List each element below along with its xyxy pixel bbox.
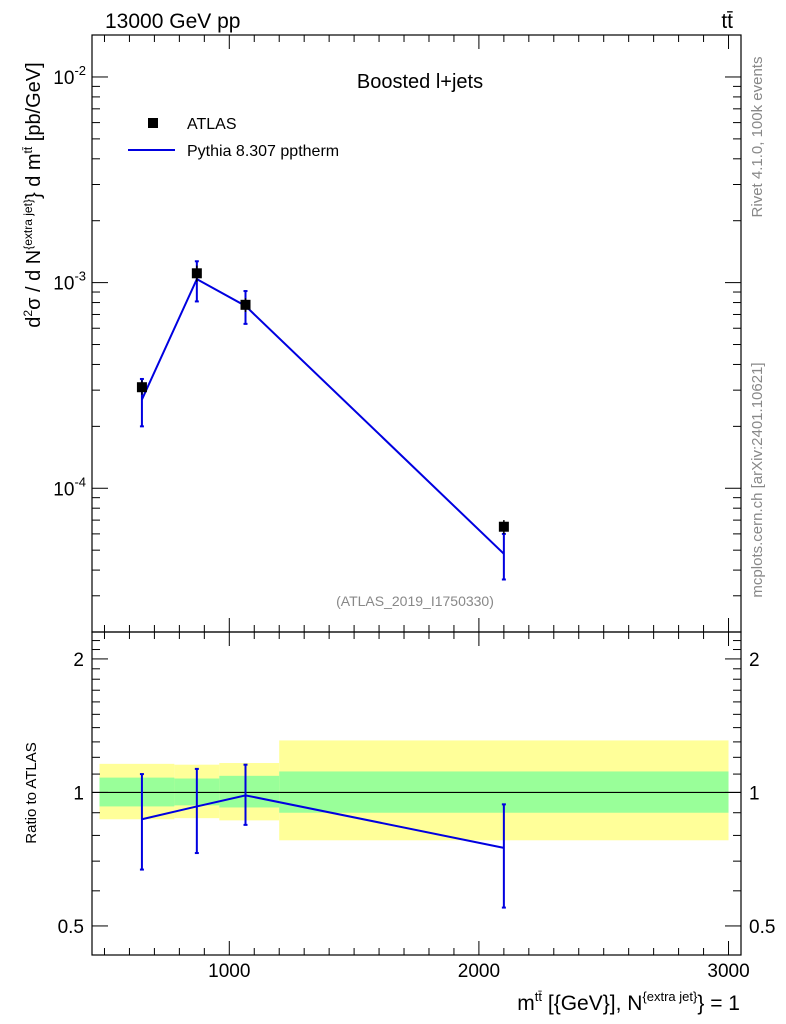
x-tick-label: 1000 bbox=[208, 961, 250, 982]
uncertainty-band-inner bbox=[219, 775, 280, 808]
y-tick-label: 0.5 bbox=[58, 917, 84, 938]
y-tick-label: 2 bbox=[73, 650, 84, 671]
x-tick-label: 2000 bbox=[458, 961, 500, 982]
ratio-mc-line bbox=[141, 794, 505, 849]
y-tick-label: 10-3 bbox=[53, 269, 86, 295]
rivet-label: Rivet 4.1.0, 100k events bbox=[749, 57, 766, 218]
y-tick-label: 10-2 bbox=[53, 63, 86, 89]
data-point bbox=[191, 268, 202, 279]
main-panel: 10-2 10-3 10-4 Boosted l+jets (ATLAS_2019_… bbox=[21, 34, 742, 633]
energy-label: 13000 GeV pp bbox=[105, 10, 240, 33]
ratio-ylabel: Ratio to ATLAS bbox=[23, 742, 40, 843]
legend-mc-label: Pythia 8.307 pptherm bbox=[187, 143, 339, 160]
legend-atlas-marker bbox=[148, 118, 158, 128]
y-tick-label: 10-4 bbox=[53, 474, 86, 500]
ratio-frame bbox=[91, 631, 742, 956]
ratio-panel: 0.5 0.5 1 1 2 2 1000 2000 3000 Ratio to ATLAS mt… bbox=[23, 631, 775, 1015]
y-tick-label-right: 0.5 bbox=[749, 917, 775, 938]
analysis-label: (ATLAS_2019_I1750330) bbox=[336, 593, 494, 609]
x-tick-label: 3000 bbox=[707, 961, 749, 982]
process-label: tt̄ bbox=[721, 10, 733, 33]
legend: ATLAS Pythia 8.307 pptherm bbox=[128, 116, 339, 160]
y-tick-label-right: 2 bbox=[749, 650, 760, 671]
data-point bbox=[240, 299, 251, 310]
data-point bbox=[136, 382, 147, 393]
main-title: Boosted l+jets bbox=[357, 71, 483, 93]
mc-line bbox=[141, 277, 505, 555]
y-tick-label-right: 1 bbox=[749, 783, 760, 804]
main-ylabel: d2σ / d N{extra jet}} d mtt̄ [pb/GeV] bbox=[21, 62, 45, 327]
source-label: mcplots.cern.ch [arXiv:2401.10621] bbox=[749, 362, 766, 597]
legend-atlas-label: ATLAS bbox=[187, 116, 237, 133]
ratio-xlabel: mtt̄ [{GeV}], N{extra jet}} = 1 bbox=[517, 989, 740, 1015]
data-point bbox=[498, 521, 509, 532]
y-tick-label: 1 bbox=[73, 783, 84, 804]
